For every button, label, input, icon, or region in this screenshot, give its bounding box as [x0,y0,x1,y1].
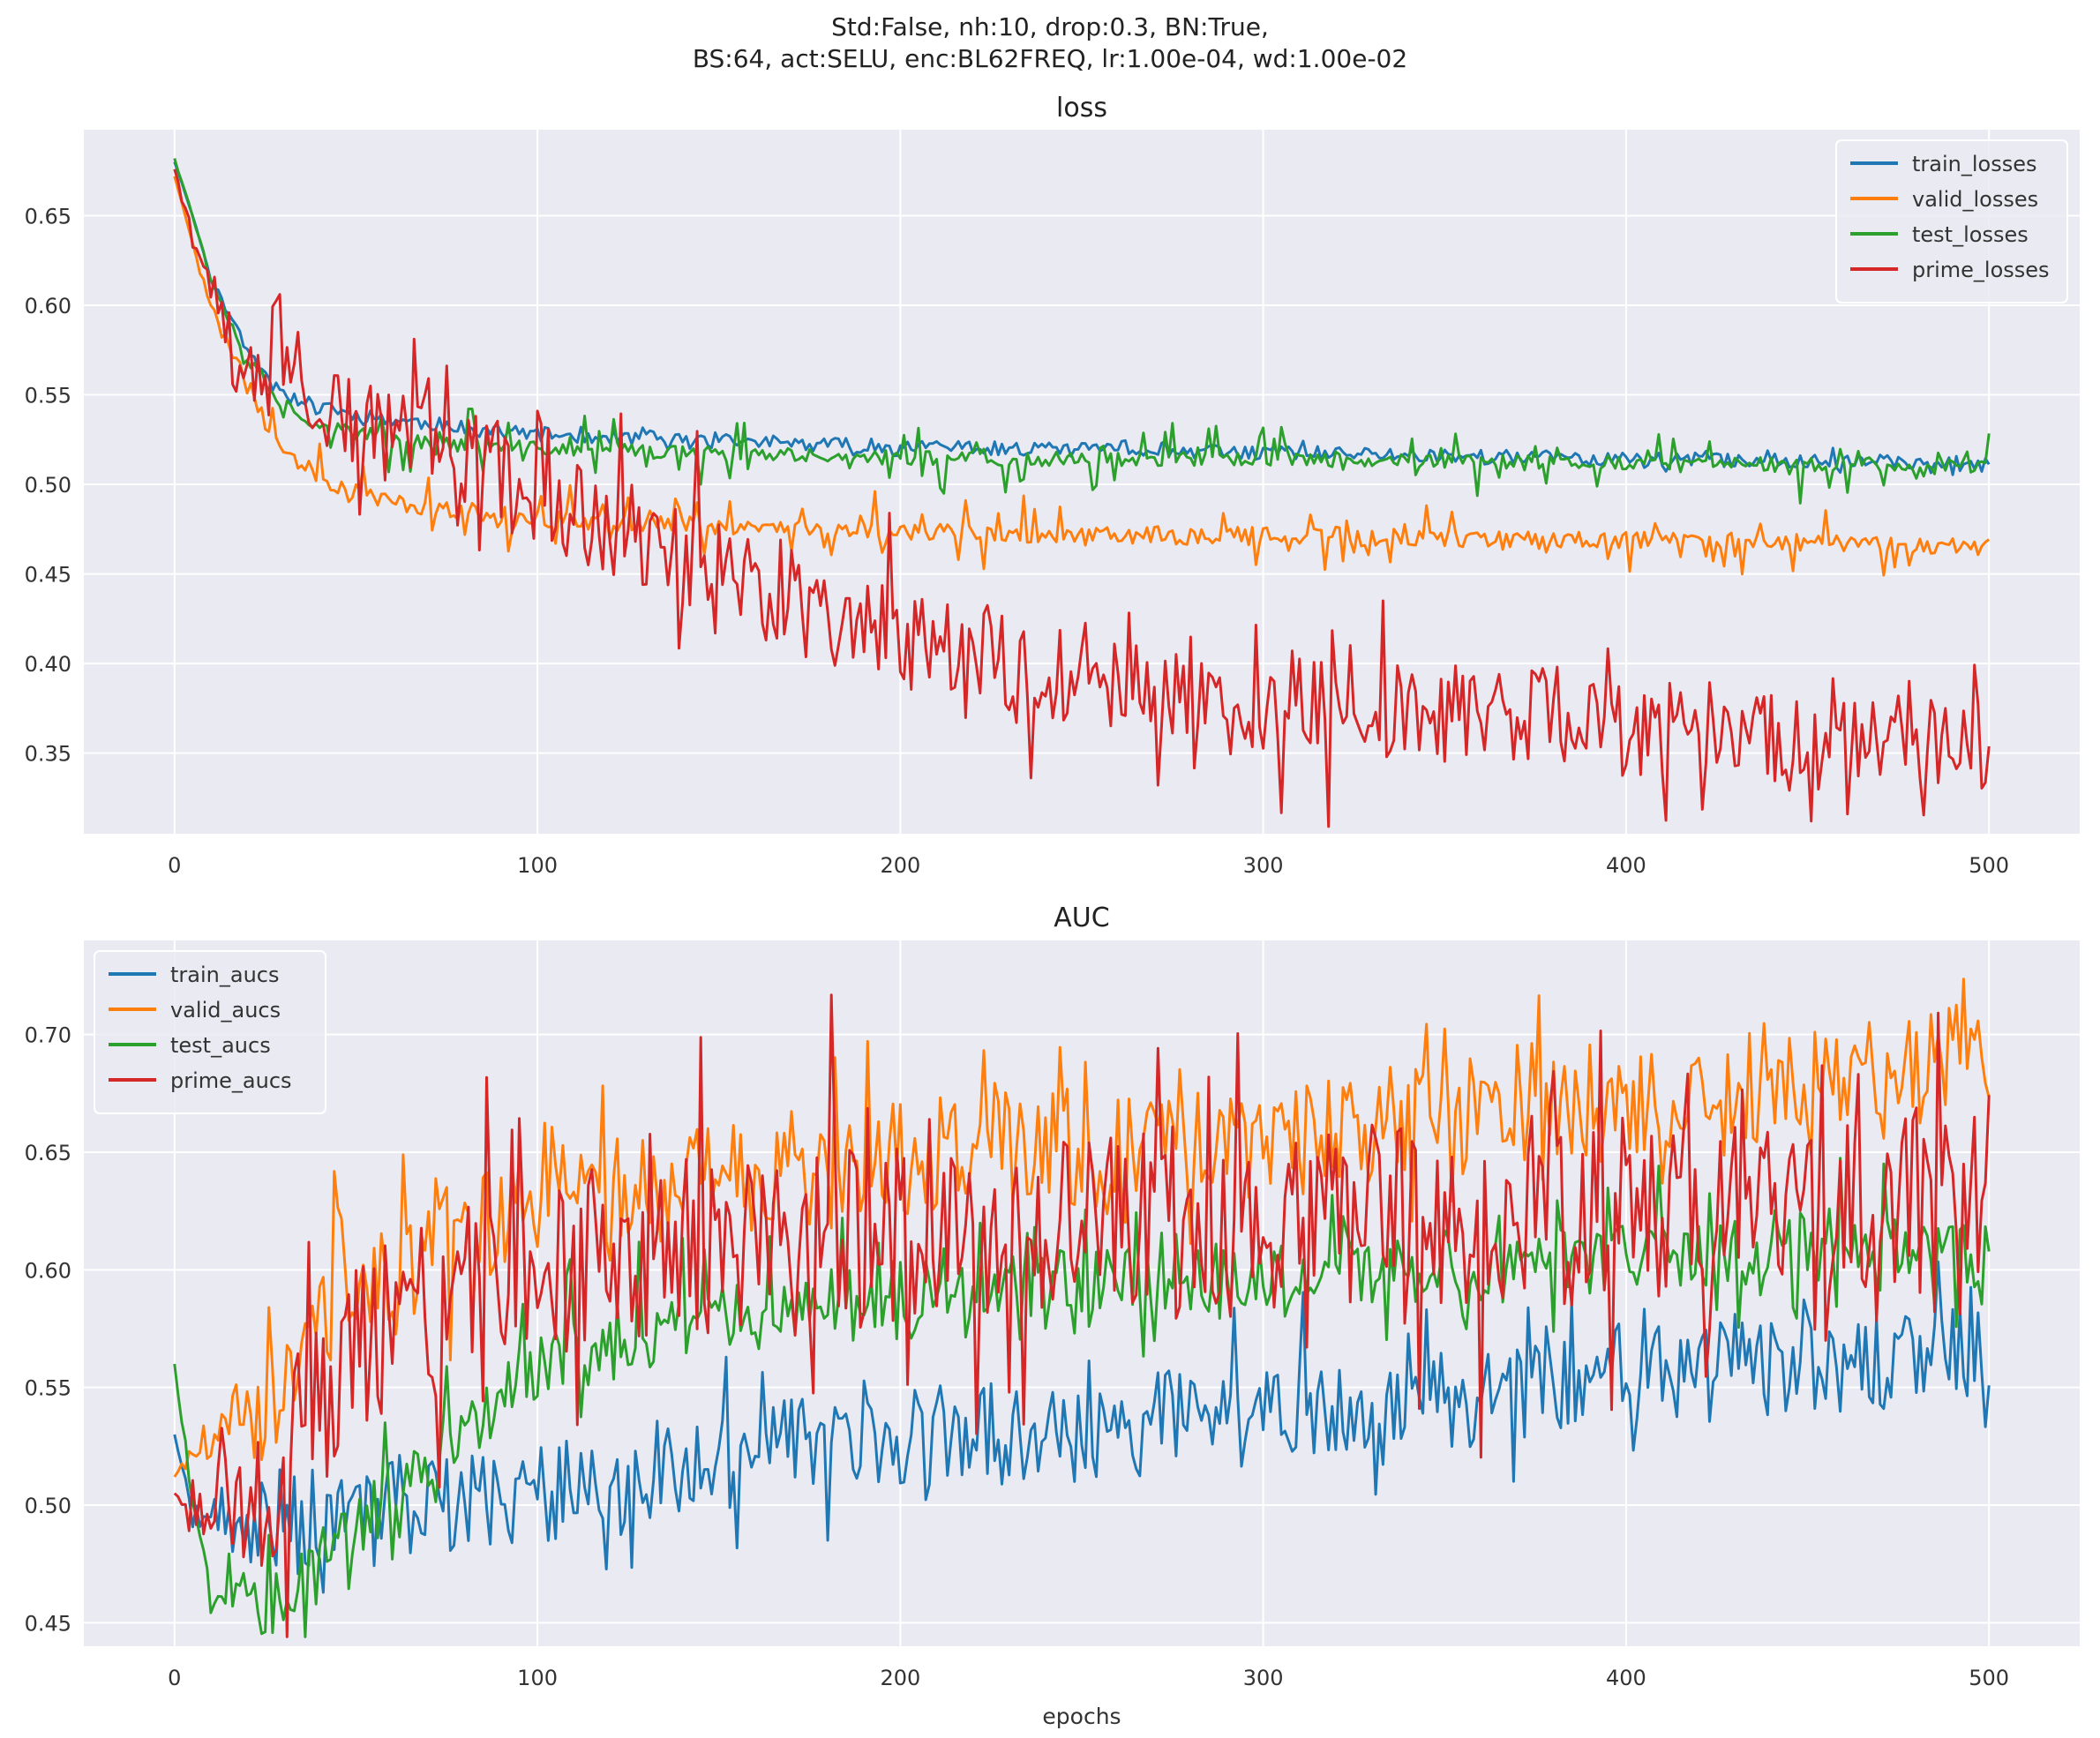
x-tick-label: 400 [1606,1666,1646,1690]
figure-title-line1: Std:False, nh:10, drop:0.3, BN:True, [831,12,1269,41]
y-tick-label: 0.55 [25,1376,71,1401]
axes-title: AUC [1054,903,1109,933]
series-line-test_aucs [173,1157,1991,1638]
axes-title: loss [1056,93,1107,124]
y-tick-label: 0.40 [25,652,71,677]
legend-entry: test_aucs [170,1033,271,1058]
x-tick-label: 200 [880,1666,920,1690]
y-tick-label: 0.45 [25,1611,71,1636]
y-tick-label: 0.50 [25,473,71,498]
legend-entry: prime_aucs [170,1068,292,1093]
y-tick-label: 0.45 [25,563,71,588]
legend-entry: train_losses [1912,152,2037,176]
y-tick-label: 0.65 [25,1141,71,1165]
y-tick-label: 0.60 [25,1258,71,1283]
series-line-train_aucs [173,1260,1991,1594]
x-tick-label: 500 [1969,1666,2009,1690]
plot-area-loss [84,130,2080,834]
legend-entry: valid_aucs [170,998,281,1023]
x-tick-label: 500 [1969,853,2009,878]
x-tick-label: 400 [1606,853,1646,878]
y-tick-label: 0.60 [25,294,71,318]
legend-entry: train_aucs [170,963,279,987]
y-tick-label: 0.65 [25,204,71,228]
legend-box [1835,139,2068,303]
x-tick-label: 100 [517,1666,558,1690]
x-tick-label: 300 [1243,853,1284,878]
y-tick-label: 0.35 [25,742,71,767]
x-axis-label: epochs [1042,1704,1121,1729]
series-line-valid_losses [173,176,1991,577]
x-tick-label: 100 [517,853,558,878]
x-tick-label: 0 [168,853,181,878]
x-tick-label: 0 [168,1666,181,1690]
y-tick-label: 0.55 [25,384,71,408]
series-line-prime_aucs [173,993,1991,1638]
legend-box [94,950,326,1114]
x-tick-label: 200 [880,853,920,878]
y-tick-label: 0.50 [25,1494,71,1518]
legend-entry: prime_losses [1912,258,2050,282]
x-tick-label: 300 [1243,1666,1284,1690]
legend-entry: valid_losses [1912,187,2038,212]
figure-title-line2: BS:64, act:SELU, enc:BL62FREQ, lr:1.00e-… [692,44,1408,73]
legend-entry: test_losses [1912,222,2029,247]
y-tick-label: 0.70 [25,1023,71,1048]
series-line-prime_losses [173,169,1991,828]
